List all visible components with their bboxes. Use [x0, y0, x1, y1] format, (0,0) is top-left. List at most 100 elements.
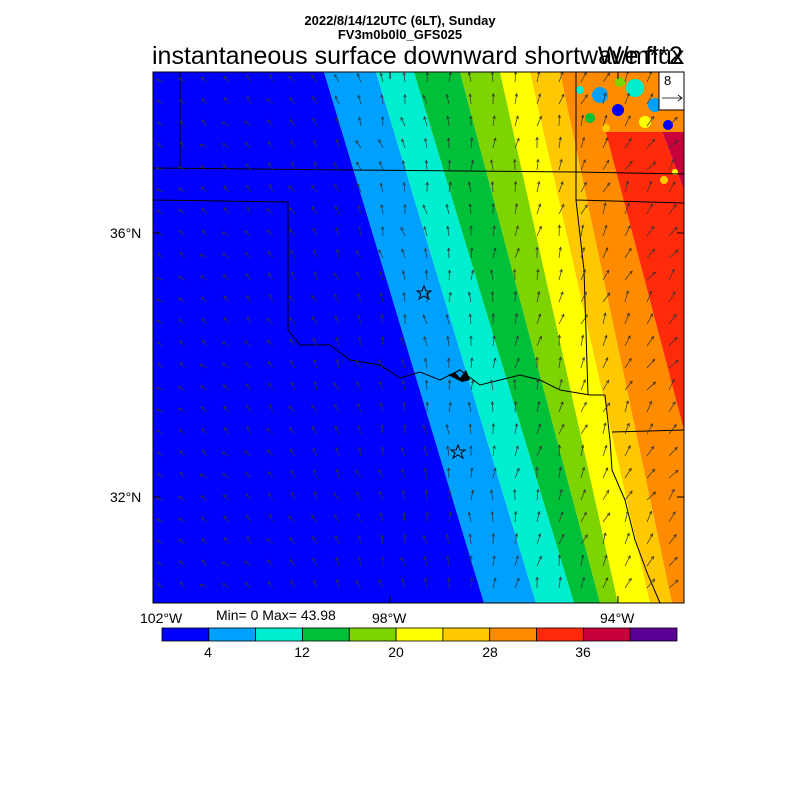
wind-arrow — [423, 205, 428, 215]
wind-arrow-head — [513, 510, 518, 515]
map-title: instantaneous surface downward shortwave… — [152, 42, 685, 70]
wind-arrow — [156, 277, 164, 281]
wind-arrow-head — [178, 77, 182, 81]
wind-arrow-head — [491, 203, 495, 207]
wind-arrow-head — [199, 254, 204, 258]
wind-arrow — [668, 337, 678, 347]
wind-arrow-head — [470, 269, 475, 274]
wind-arrow-head — [266, 449, 271, 454]
wind-arrow-head — [311, 316, 316, 320]
wind-arrow — [179, 560, 186, 567]
wind-arrow-head — [557, 224, 562, 229]
wind-arrow-head — [652, 161, 657, 165]
wind-arrow-head — [222, 252, 226, 257]
wind-arrow — [536, 511, 540, 523]
wind-arrow-head — [380, 534, 384, 538]
wind-arrow — [289, 317, 296, 325]
wind-arrow-head — [492, 555, 496, 559]
wind-arrow — [156, 188, 164, 193]
wind-arrow — [624, 290, 629, 303]
wind-arrow-head — [447, 577, 451, 582]
wind-arrow — [580, 182, 587, 193]
wind-arrow — [514, 445, 519, 457]
wind-arrow — [268, 162, 274, 171]
wind-arrow-head — [200, 406, 205, 411]
wind-arrow-head — [177, 276, 182, 280]
wind-arrow — [423, 556, 428, 567]
wind-arrow — [245, 163, 252, 171]
wind-arrow-head — [356, 161, 360, 166]
wind-arrow-head — [445, 203, 449, 208]
wind-arrow — [379, 271, 384, 281]
wind-arrow-head — [629, 380, 633, 385]
wind-arrow — [602, 160, 610, 171]
wind-arrow — [355, 470, 362, 479]
wind-arrow-head — [649, 533, 654, 537]
wind-arrow — [558, 534, 565, 545]
wind-arrow — [358, 535, 362, 545]
wind-arrow-head — [378, 579, 382, 583]
wind-arrow-head — [313, 249, 317, 254]
wind-arrow — [624, 225, 631, 237]
wind-arrow — [602, 202, 606, 215]
wind-arrow-head — [446, 225, 450, 230]
wind-arrow — [267, 229, 274, 237]
wind-arrow-head — [288, 75, 292, 80]
wind-arrow — [448, 292, 452, 303]
wind-arrow — [269, 294, 274, 303]
wind-arrow-head — [378, 139, 382, 143]
wind-arrow — [668, 379, 675, 391]
wind-arrow-head — [649, 400, 653, 405]
wind-arrow — [356, 381, 362, 391]
wind-arrow — [447, 336, 450, 347]
wind-arrow-head — [201, 428, 205, 432]
wind-arrow-head — [423, 116, 427, 120]
wind-arrow-head — [155, 167, 160, 171]
wind-arrow — [514, 225, 519, 237]
lat-label-32n: 32°N — [110, 489, 142, 505]
wind-arrow-head — [671, 378, 675, 383]
wind-arrow-head — [289, 118, 294, 123]
wind-arrow — [602, 115, 607, 127]
wind-arrow-head — [514, 312, 519, 317]
wind-arrow-head — [674, 139, 679, 144]
wind-arrow — [668, 511, 676, 523]
wind-arrow-head — [223, 515, 227, 520]
wind-arrow-head — [313, 381, 318, 385]
wind-arrow — [490, 489, 494, 501]
wind-arrow — [157, 253, 164, 259]
wind-arrow-head — [560, 72, 564, 75]
wind-arrow-head — [266, 339, 271, 344]
wind-arrow-head — [155, 387, 160, 391]
wind-arrow-head — [155, 408, 160, 412]
wind-arrow-head — [266, 208, 270, 212]
wind-arrow-head — [335, 358, 340, 363]
wind-arrow — [222, 341, 230, 347]
wind-arrow-head — [402, 181, 406, 186]
wind-arrow-head — [651, 578, 656, 583]
flux-band-4 — [460, 72, 618, 603]
wind-arrow — [602, 137, 609, 149]
wind-arrow — [269, 74, 274, 83]
wind-arrow — [492, 468, 496, 479]
wind-arrow — [180, 472, 186, 479]
wind-arrow-head — [423, 446, 427, 450]
wind-arrow — [311, 185, 318, 193]
wind-arrow-head — [379, 72, 383, 77]
wind-arrow-head — [156, 121, 161, 125]
wind-arrow-head — [333, 272, 337, 277]
wind-arrow-head — [357, 424, 361, 429]
wind-arrow-head — [335, 468, 340, 473]
wind-arrow-head — [311, 426, 316, 430]
wind-arrow — [668, 489, 675, 501]
wind-arrow-head — [446, 115, 450, 120]
wind-arrow-head — [155, 277, 160, 281]
wind-arrow-head — [291, 491, 295, 496]
wind-arrow-head — [537, 72, 541, 75]
wind-arrow-head — [157, 142, 161, 147]
wind-arrow-head — [246, 404, 250, 409]
flux-band-2 — [376, 72, 574, 603]
wind-arrow — [580, 72, 587, 83]
wind-arrow-head — [516, 467, 520, 472]
wind-arrow-head — [448, 401, 452, 406]
